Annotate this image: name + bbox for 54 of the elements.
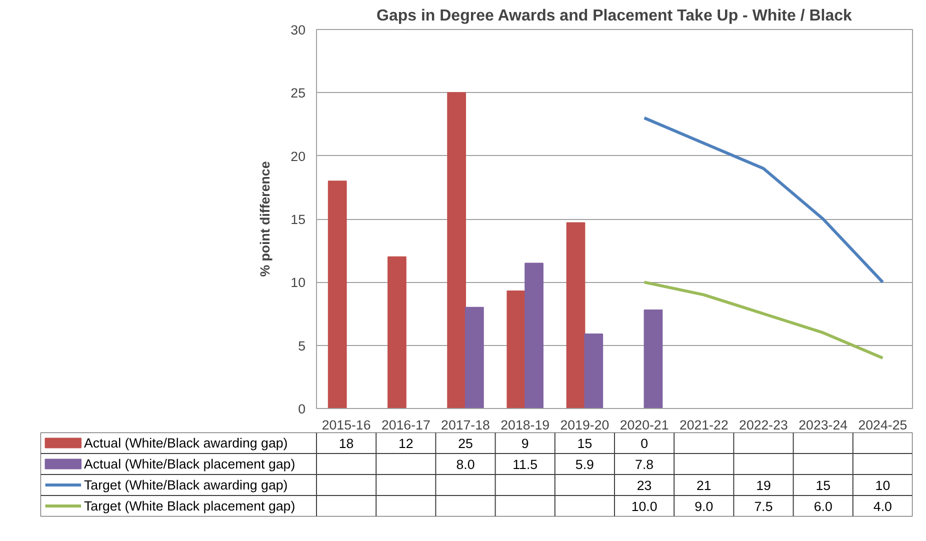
x-tick-label: 2023-24 xyxy=(798,418,848,432)
x-tick-label: 2024-25 xyxy=(858,418,908,432)
data-label: 10.0 xyxy=(631,499,658,514)
data-label: 7.8 xyxy=(635,457,654,472)
bar xyxy=(328,180,347,408)
data-label: 11.5 xyxy=(512,457,538,472)
legend-label: Actual (White/Black placement gap) xyxy=(84,456,296,472)
x-tick-label: 2017-18 xyxy=(441,418,490,432)
x-tick-label: 2020-21 xyxy=(620,418,669,432)
y-tick-label: 25 xyxy=(290,86,306,101)
data-label: 6.0 xyxy=(814,499,832,514)
x-tick-label: 2022-23 xyxy=(739,418,788,432)
data-label: 18 xyxy=(338,436,354,451)
y-tick-label: 30 xyxy=(290,22,306,38)
line-series xyxy=(642,116,884,284)
x-tick-label: 2016-17 xyxy=(381,418,430,432)
bar xyxy=(644,309,663,408)
x-tick-label: 2015-16 xyxy=(322,418,371,432)
data-label: 19 xyxy=(756,478,771,493)
data-label: 7.5 xyxy=(754,499,773,514)
data-label: 9 xyxy=(521,436,529,451)
bar xyxy=(584,333,604,408)
data-label: 9.0 xyxy=(694,499,714,514)
data-label: 4.0 xyxy=(873,499,892,514)
legend-label: Actual (White/Black awarding gap) xyxy=(84,436,288,450)
data-label: 15 xyxy=(577,436,592,451)
data-label: 5.9 xyxy=(575,457,594,472)
data-label: 12 xyxy=(398,436,414,451)
y-tick-label: 10 xyxy=(290,275,306,290)
data-label: 21 xyxy=(696,478,712,493)
y-tick-label: 0 xyxy=(298,402,306,416)
bar xyxy=(524,262,544,408)
x-tick-label: 2018-19 xyxy=(500,418,550,432)
bar xyxy=(465,306,484,408)
data-label: 10 xyxy=(875,478,890,493)
chart-title: Gaps in Degree Awards and Placement Take Up - White / Black xyxy=(376,8,852,24)
y-tick-label: 5 xyxy=(298,338,306,354)
y-tick-label: 15 xyxy=(290,212,306,227)
data-label: 0 xyxy=(640,436,648,451)
bar xyxy=(506,290,526,408)
bar xyxy=(447,92,466,408)
y-tick-label: 20 xyxy=(290,148,306,164)
legend-label: Target (White/Black awarding gap) xyxy=(84,478,288,492)
data-label: 23 xyxy=(636,478,652,493)
data-label: 8.0 xyxy=(456,457,475,472)
data-label: 15 xyxy=(816,478,831,493)
x-tick-label: 2019-20 xyxy=(560,418,610,432)
legend-label: Target (White Black placement gap) xyxy=(84,498,296,514)
line-series xyxy=(642,280,884,360)
x-tick-label: 2021-22 xyxy=(679,418,728,432)
y-axis-title: % point difference xyxy=(258,161,273,277)
data-label: 25 xyxy=(458,436,473,451)
bar xyxy=(388,256,406,408)
bar xyxy=(566,222,586,408)
